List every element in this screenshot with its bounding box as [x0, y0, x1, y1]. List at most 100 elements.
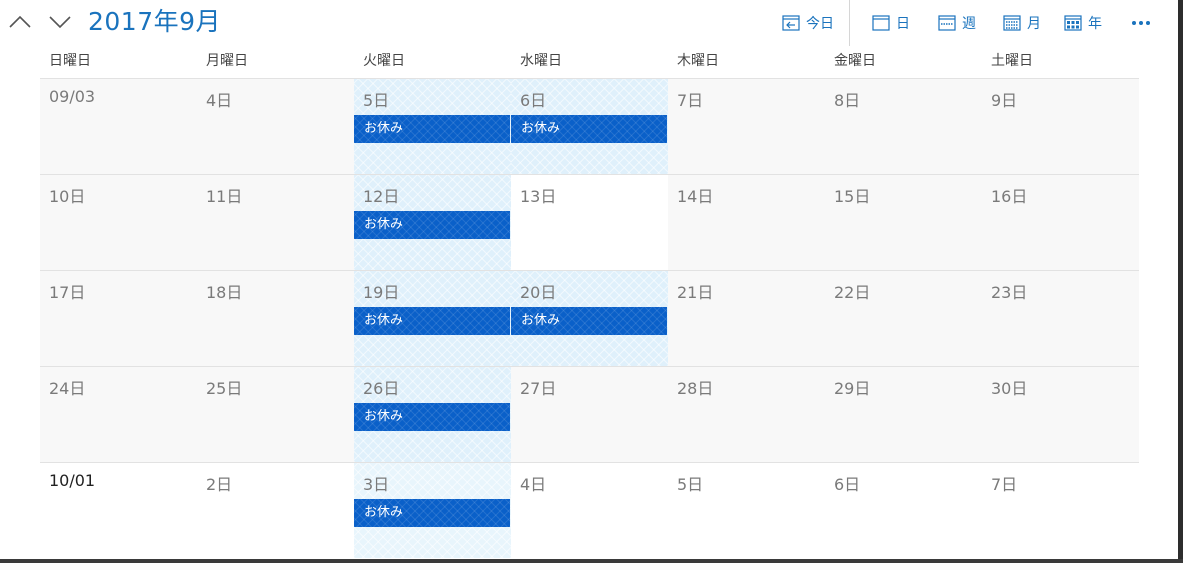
today-label: 今日: [806, 16, 834, 32]
day-cell[interactable]: 16日: [982, 174, 1139, 270]
day-cell[interactable]: 20日お休み: [511, 270, 668, 366]
calendar-event[interactable]: お休み: [511, 307, 667, 335]
today-button[interactable]: 今日: [782, 10, 834, 36]
day-number: 25日: [206, 379, 243, 398]
calendar-event[interactable]: お休み: [354, 307, 510, 335]
calendar-event[interactable]: お休み: [354, 403, 510, 431]
year-view-label: 年: [1088, 16, 1102, 32]
day-cell[interactable]: 10/01: [40, 462, 197, 558]
day-number: 4日: [520, 475, 547, 494]
day-cell[interactable]: 6日お休み: [511, 78, 668, 174]
calendar-event[interactable]: お休み: [354, 211, 510, 239]
day-number: 2日: [206, 475, 233, 494]
day-number: 19日: [363, 283, 400, 302]
day-cell[interactable]: 26日お休み: [354, 366, 511, 462]
weekday-header: 土曜日: [991, 53, 1033, 69]
day-view-icon: [872, 15, 890, 31]
day-number: 5日: [363, 91, 390, 110]
day-number: 20日: [520, 283, 557, 302]
day-number: 11日: [206, 187, 243, 206]
more-options-button[interactable]: [1128, 10, 1154, 36]
day-number: 27日: [520, 379, 557, 398]
day-cell[interactable]: 24日: [40, 366, 197, 462]
day-number: 17日: [49, 283, 86, 302]
weekday-header: 金曜日: [834, 53, 876, 69]
day-number: 4日: [206, 91, 233, 110]
day-number: 7日: [677, 91, 704, 110]
day-cell[interactable]: 11日: [197, 174, 354, 270]
day-number: 14日: [677, 187, 714, 206]
day-number: 15日: [834, 187, 871, 206]
day-cell[interactable]: 2日: [197, 462, 354, 558]
day-cell[interactable]: 29日: [825, 366, 982, 462]
day-cell[interactable]: 17日: [40, 270, 197, 366]
more-icon-dot: [1132, 21, 1136, 25]
day-cell[interactable]: 25日: [197, 366, 354, 462]
day-cell[interactable]: 9日: [982, 78, 1139, 174]
day-cell[interactable]: 10日: [40, 174, 197, 270]
year-view-button[interactable]: 年: [1064, 10, 1102, 36]
day-cell[interactable]: 7日: [982, 462, 1139, 558]
week-view-button[interactable]: 週: [938, 10, 976, 36]
day-number: 16日: [991, 187, 1028, 206]
day-cell[interactable]: 30日: [982, 366, 1139, 462]
day-cell[interactable]: 8日: [825, 78, 982, 174]
day-number: 6日: [520, 91, 547, 110]
day-cell[interactable]: 4日: [511, 462, 668, 558]
day-number: 13日: [520, 187, 557, 206]
calendar-event[interactable]: お休み: [354, 115, 510, 143]
day-cell[interactable]: 4日: [197, 78, 354, 174]
day-cell[interactable]: 18日: [197, 270, 354, 366]
week-view-icon: [938, 15, 956, 31]
day-number: 10日: [49, 187, 86, 206]
chevron-down-icon: [49, 16, 71, 29]
day-cell[interactable]: 14日: [668, 174, 825, 270]
day-number: 8日: [834, 91, 861, 110]
year-view-icon: [1064, 15, 1082, 31]
day-number: 28日: [677, 379, 714, 398]
day-cell[interactable]: 5日: [668, 462, 825, 558]
day-number: 7日: [991, 475, 1018, 494]
next-month-button[interactable]: [46, 8, 74, 36]
day-cell[interactable]: 23日: [982, 270, 1139, 366]
day-cell[interactable]: 12日お休み: [354, 174, 511, 270]
day-number: 21日: [677, 283, 714, 302]
day-cell[interactable]: 22日: [825, 270, 982, 366]
calendar-event[interactable]: お休み: [511, 115, 667, 143]
day-number: 9日: [991, 91, 1018, 110]
month-view-label: 月: [1027, 16, 1041, 32]
day-number: 10/01: [49, 471, 96, 490]
day-cell[interactable]: 28日: [668, 366, 825, 462]
day-cell[interactable]: 27日: [511, 366, 668, 462]
calendar-event[interactable]: お休み: [354, 499, 510, 527]
weekday-header: 水曜日: [520, 53, 562, 69]
month-view-button[interactable]: 月: [1003, 10, 1041, 36]
day-cell[interactable]: 15日: [825, 174, 982, 270]
day-number: 3日: [363, 475, 390, 494]
day-number: 30日: [991, 379, 1028, 398]
day-number: 23日: [991, 283, 1028, 302]
weekday-header: 月曜日: [206, 53, 248, 69]
day-cell[interactable]: 19日お休み: [354, 270, 511, 366]
day-view-button[interactable]: 日: [872, 10, 910, 36]
weekday-header: 日曜日: [49, 53, 91, 69]
day-cell[interactable]: 3日お休み: [354, 462, 511, 558]
day-number: 26日: [363, 379, 400, 398]
day-number: 6日: [834, 475, 861, 494]
day-number: 12日: [363, 187, 400, 206]
day-number: 22日: [834, 283, 871, 302]
week-view-label: 週: [962, 16, 976, 32]
more-icon-dot: [1139, 21, 1143, 25]
day-cell[interactable]: 13日: [511, 174, 668, 270]
day-cell[interactable]: 5日お休み: [354, 78, 511, 174]
previous-month-button[interactable]: [6, 8, 34, 36]
month-title[interactable]: 2017年9月: [88, 7, 222, 36]
window-edge: [1178, 0, 1183, 563]
day-number: 18日: [206, 283, 243, 302]
day-number: 09/03: [49, 87, 96, 106]
day-cell[interactable]: 09/03: [40, 78, 197, 174]
day-cell[interactable]: 6日: [825, 462, 982, 558]
weekday-header: 木曜日: [677, 53, 719, 69]
day-cell[interactable]: 7日: [668, 78, 825, 174]
day-cell[interactable]: 21日: [668, 270, 825, 366]
